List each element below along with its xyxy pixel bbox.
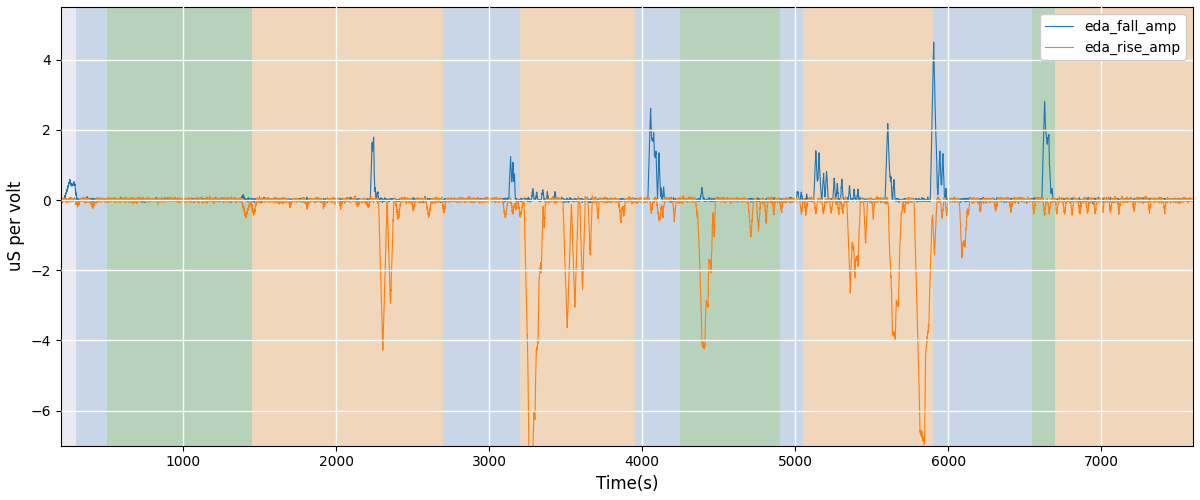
Bar: [780, 7, 803, 446]
eda_rise_amp: [1168, 198, 1182, 204]
eda_fall_amp: [356, 198, 371, 204]
Bar: [635, 7, 680, 446]
eda_fall_amp: [947, 198, 961, 203]
eda_rise_amp: [119, 198, 133, 204]
eda_fall_amp: [54, 196, 68, 202]
eda_fall_amp: [746, 198, 761, 203]
Bar: [107, 7, 252, 446]
Bar: [520, 7, 635, 446]
eda_rise_amp: [948, 196, 962, 202]
Line: eda_rise_amp: eda_rise_amp: [61, 196, 1193, 477]
eda_rise_amp: [763, 198, 778, 204]
Line: eda_fall_amp: eda_fall_amp: [61, 42, 1193, 203]
eda_fall_amp: [926, 39, 941, 45]
eda_rise_amp: [746, 198, 761, 203]
eda_rise_amp: [1186, 196, 1200, 202]
eda_rise_amp: [54, 196, 68, 202]
Bar: [443, 7, 520, 446]
X-axis label: Time(s): Time(s): [595, 475, 658, 493]
Legend: eda_fall_amp, eda_rise_amp: eda_fall_amp, eda_rise_amp: [1040, 14, 1186, 60]
Bar: [76, 7, 107, 446]
Bar: [1055, 7, 1193, 446]
eda_fall_amp: [1168, 198, 1182, 203]
Bar: [1032, 7, 1055, 446]
eda_fall_amp: [1186, 196, 1200, 202]
eda_rise_amp: [524, 474, 539, 480]
eda_fall_amp: [763, 195, 778, 201]
Y-axis label: uS per volt: uS per volt: [7, 181, 25, 272]
eda_rise_amp: [586, 193, 600, 199]
eda_fall_amp: [1085, 200, 1099, 206]
eda_fall_amp: [119, 196, 133, 202]
Bar: [932, 7, 1032, 446]
eda_rise_amp: [356, 198, 371, 204]
Bar: [680, 7, 780, 446]
Bar: [803, 7, 932, 446]
Bar: [252, 7, 443, 446]
